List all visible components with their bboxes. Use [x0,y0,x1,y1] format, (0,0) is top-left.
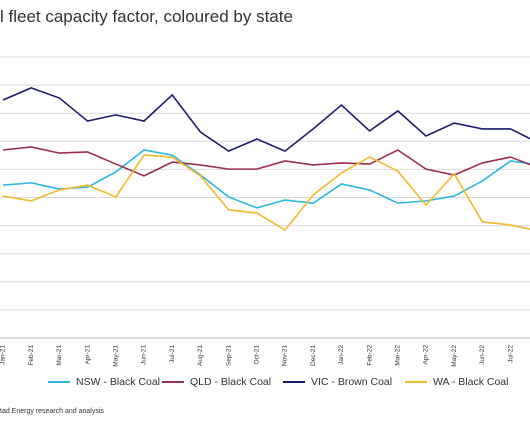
x-tick-label: Jul-21 [169,345,176,363]
x-tick-label: Apr-21 [84,345,91,365]
legend-label: VIC - Brown Coal [311,376,392,388]
x-tick-label: Jul-22 [507,345,514,363]
x-tick-label: Jun-21 [141,345,148,365]
x-tick-label: Dec-21 [310,345,317,366]
x-tick-label: Feb-21 [28,345,35,366]
source-note: tad Energy research and analysis [0,408,104,415]
x-tick-label: Mar-21 [56,345,63,366]
x-tick-label: Aug-21 [197,345,204,366]
legend-label: NSW - Black Coal [76,376,160,388]
x-tick-label: Jun-22 [479,345,486,365]
legend-label: WA - Black Coal [433,376,508,388]
x-tick-label: Jan-21 [0,345,7,365]
legend-label: QLD - Black Coal [190,376,271,388]
series-line [2,87,530,153]
x-tick-label: May-21 [113,345,120,367]
series-line [2,146,530,177]
x-tick-label: Feb-22 [366,345,373,366]
chart-title: l fleet capacity factor, coloured by sta… [0,7,293,26]
x-tick-label: Jan-22 [338,345,345,365]
series-line [2,154,530,232]
x-tick-label: Apr-22 [423,345,430,365]
x-tick-label: Sep-21 [225,345,232,366]
x-tick-label: May-22 [451,345,458,367]
x-tick-label: Mar-22 [395,345,402,366]
x-tick-label: Nov-21 [282,345,289,366]
series-line [2,149,530,209]
x-tick-label: Oct-21 [254,345,261,365]
